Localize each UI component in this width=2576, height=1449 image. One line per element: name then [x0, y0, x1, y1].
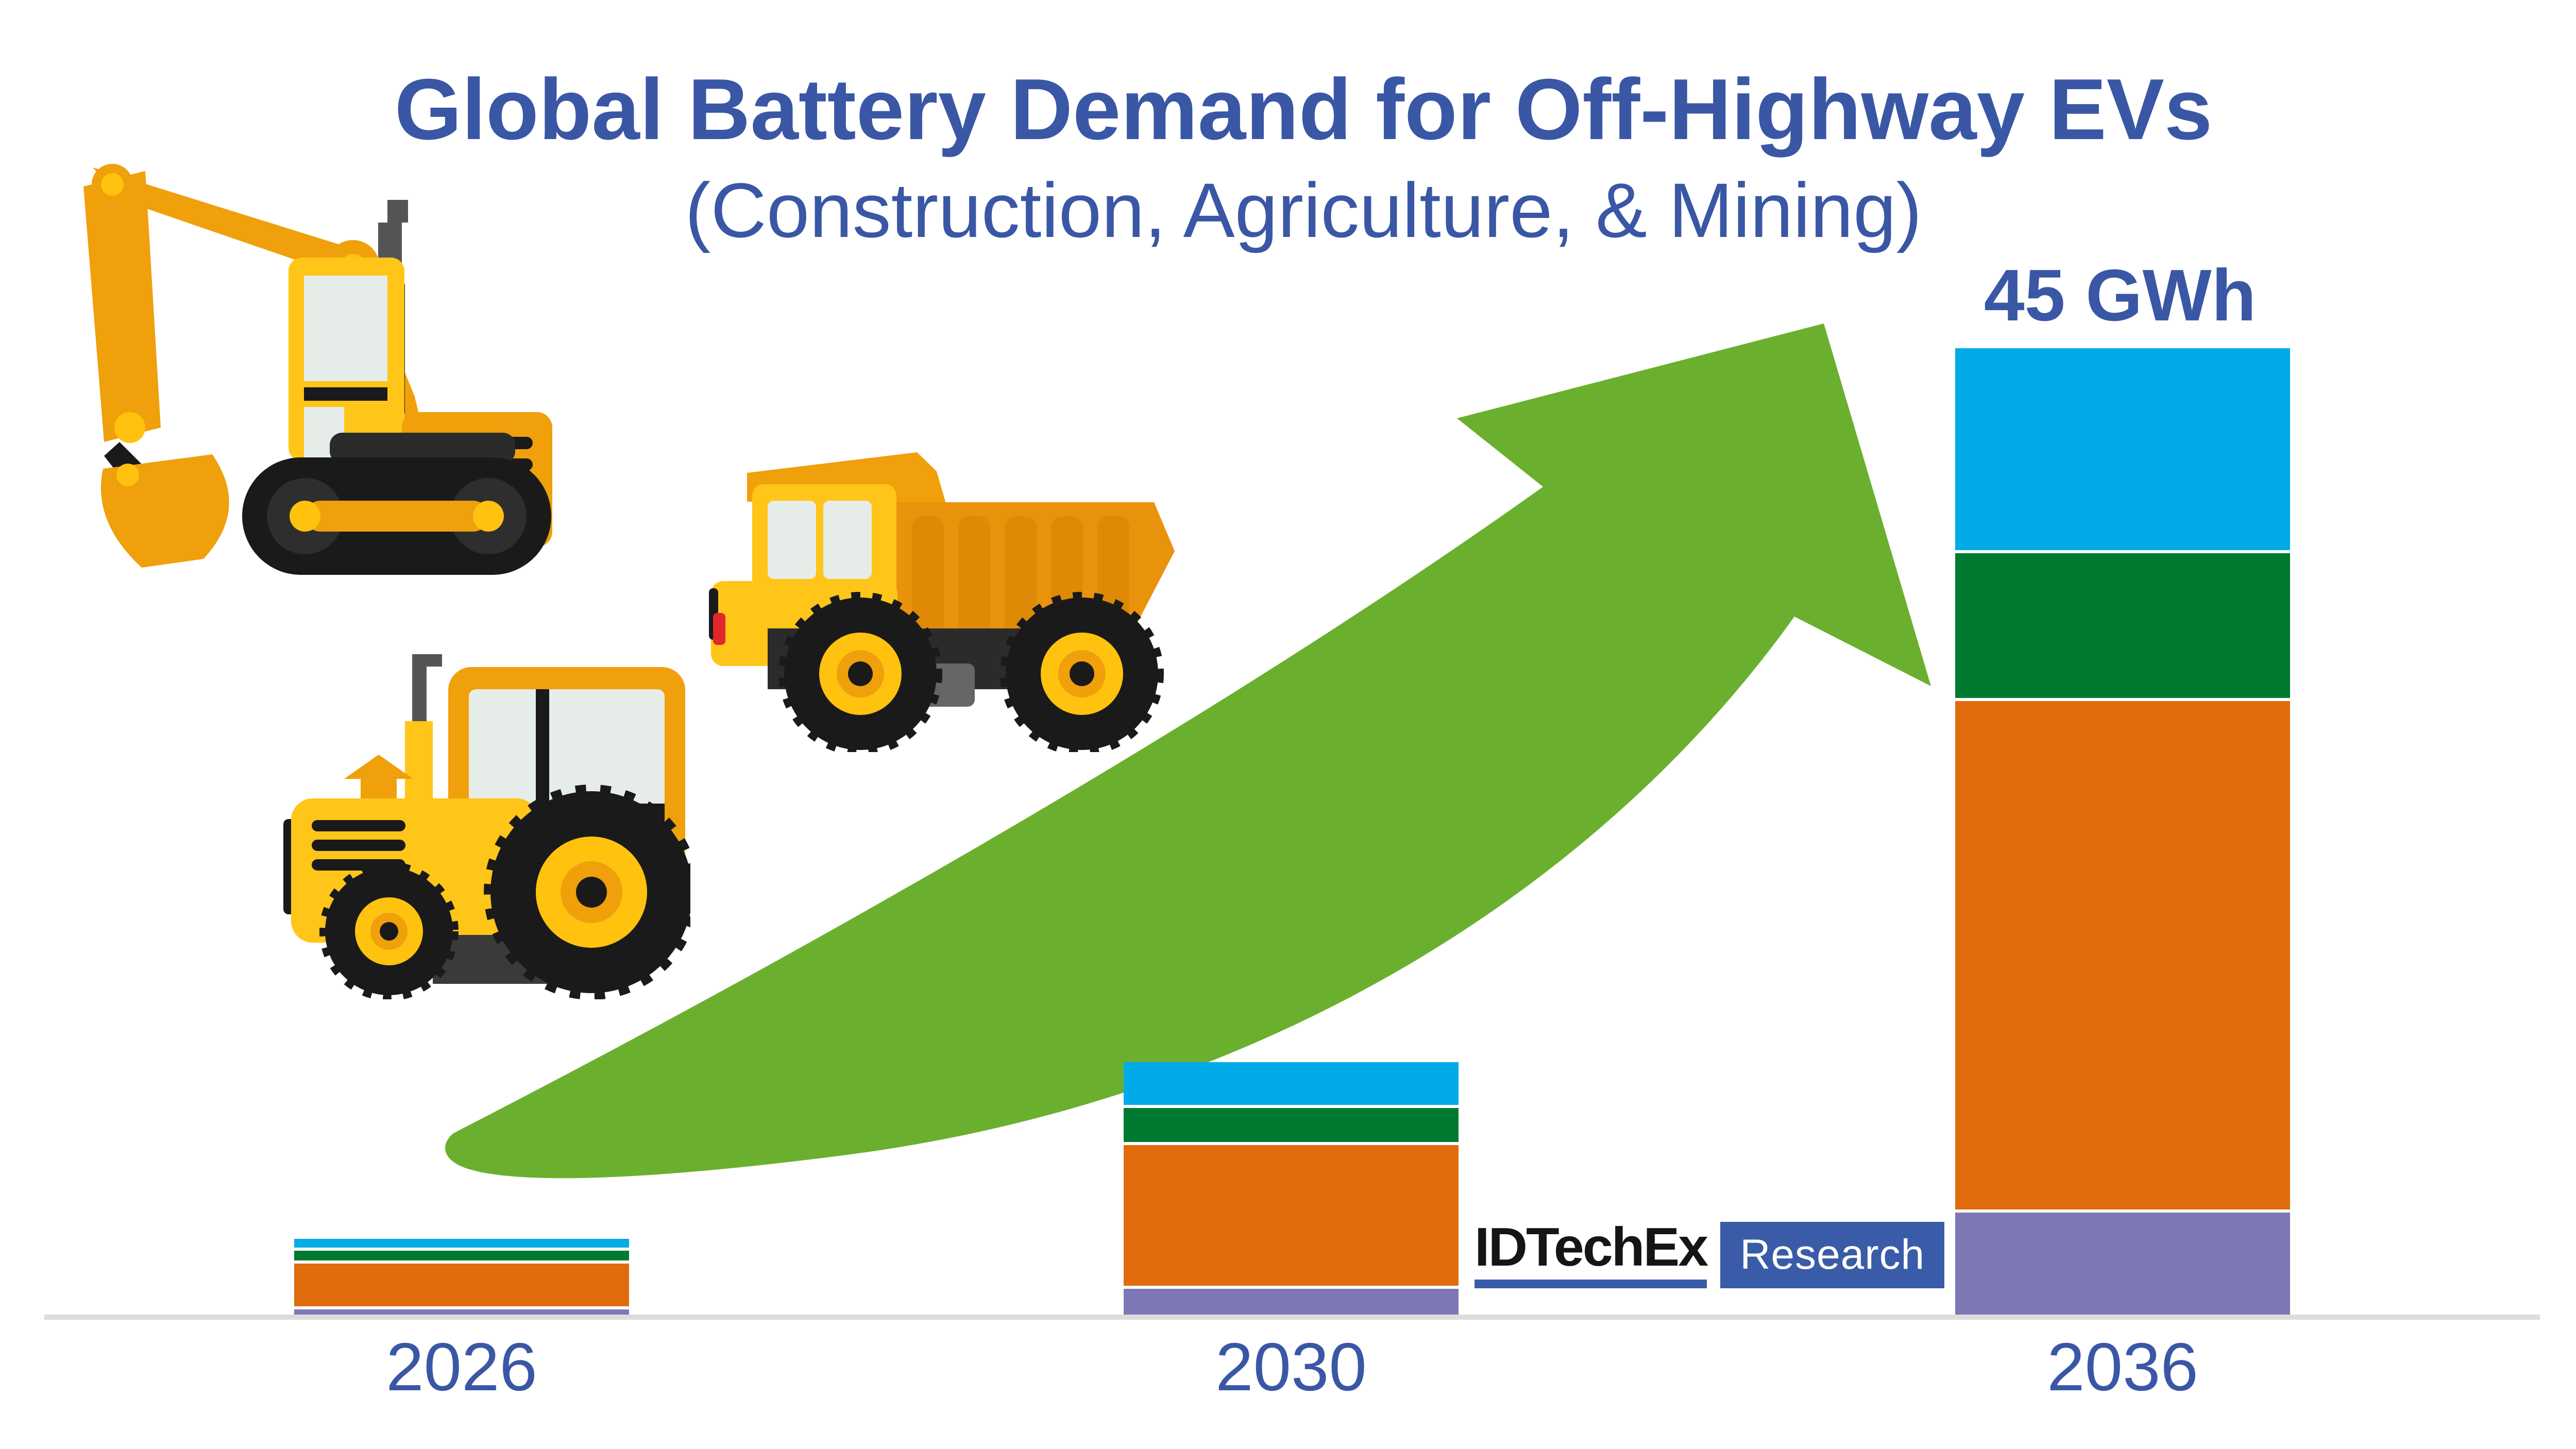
bar-2036 [1955, 348, 2290, 1315]
x-axis-label-2030: 2030 [1215, 1329, 1367, 1405]
bar-2036-blue-segment [1955, 348, 2290, 550]
bar-2026-blue-segment [294, 1239, 629, 1248]
page-subtitle: (Construction, Agriculture, & Mining) [685, 167, 1922, 254]
logo-research-text: Research [1740, 1231, 1925, 1278]
bar-2030-green-segment [1124, 1108, 1459, 1142]
bar-2026 [294, 1239, 629, 1315]
page-title: Global Battery Demand for Off-Highway EV… [394, 61, 2213, 158]
x-axis-label-2026: 2026 [386, 1329, 537, 1405]
x-axis-label-2036: 2036 [2047, 1329, 2198, 1405]
bar-2030-purple-segment [1124, 1289, 1459, 1315]
bar-2026-purple-segment [294, 1309, 629, 1315]
title-block: Global Battery Demand for Off-Highway EV… [31, 61, 2576, 253]
logo-brand-column: IDTechEx [1475, 1217, 1708, 1288]
bar-2026-green-segment [294, 1251, 629, 1260]
logo-research-badge: Research [1720, 1222, 1945, 1288]
axis-baseline [44, 1315, 2540, 1320]
bar-2036-purple-segment [1955, 1213, 2290, 1315]
bar-2036-orange-segment [1955, 701, 2290, 1209]
bar-2036-green-segment [1955, 553, 2290, 698]
idtechex-logo: IDTechEx Research [1475, 1217, 1945, 1288]
bar-2030-orange-segment [1124, 1145, 1459, 1286]
dump-truck-icon [709, 452, 1175, 752]
total-label-2036: 45 GWh [1984, 254, 2257, 336]
logo-underline [1475, 1279, 1707, 1288]
bar-2026-orange-segment [294, 1264, 629, 1306]
growth-arrow-shape [445, 323, 1931, 1179]
tractor-icon [283, 654, 690, 999]
logo-brand-text: IDTechEx [1475, 1217, 1708, 1277]
bar-2030-blue-segment [1124, 1062, 1459, 1105]
bar-2030 [1124, 1062, 1459, 1315]
